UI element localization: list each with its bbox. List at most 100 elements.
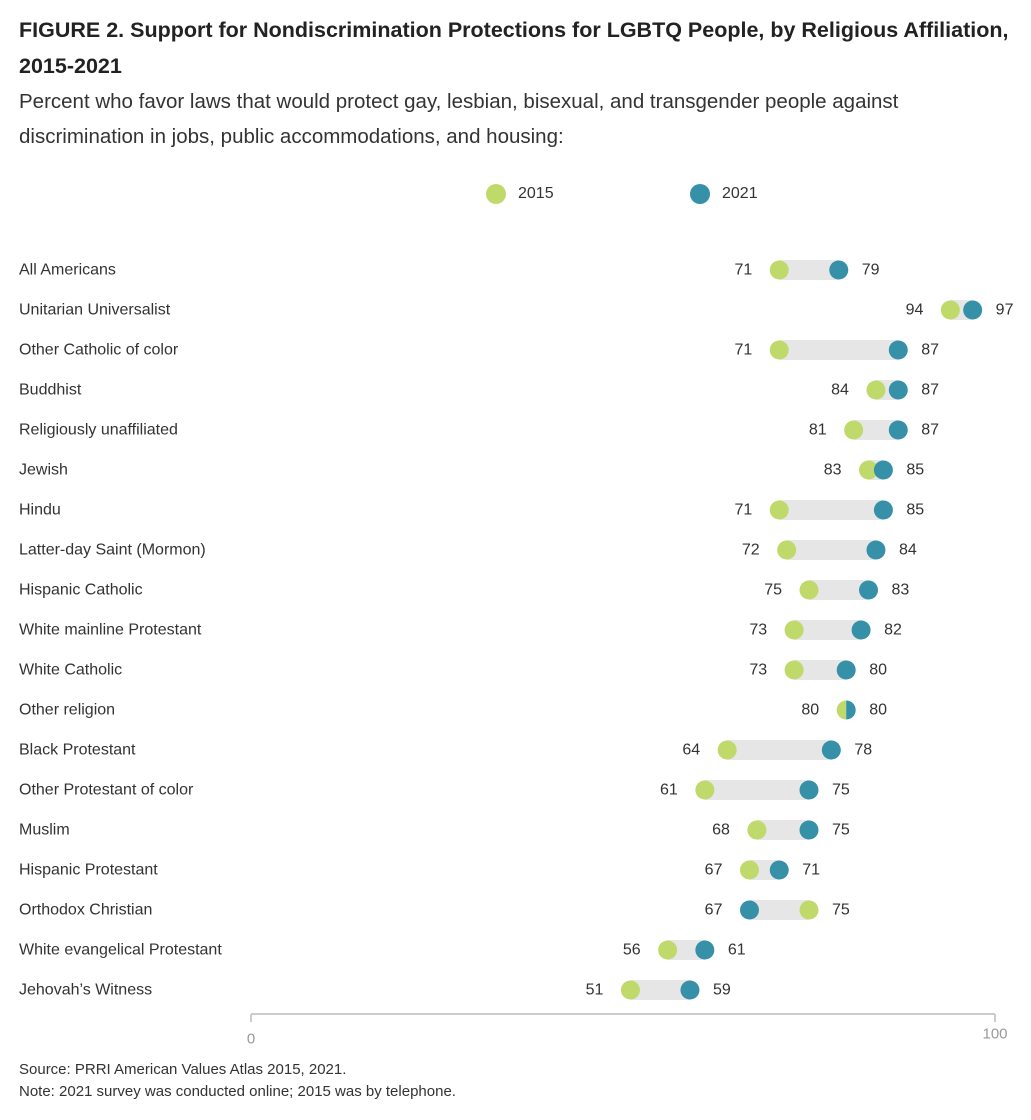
point-2015	[620, 980, 640, 1000]
point-2021	[873, 500, 893, 520]
point-2015	[799, 580, 819, 600]
range-bar	[809, 580, 869, 600]
value-label-low: 68	[712, 822, 730, 839]
value-label-high: 83	[892, 582, 910, 599]
category-label: Hispanic Catholic	[19, 582, 143, 599]
point-2021	[888, 420, 908, 440]
x-tick-label: 0	[247, 1031, 255, 1048]
category-label: Black Protestant	[19, 742, 136, 759]
category-label: Religiously unaffiliated	[19, 422, 178, 439]
point-2021	[851, 620, 871, 640]
value-label-high: 80	[869, 662, 887, 679]
point-2015	[777, 540, 797, 560]
value-label-low: 75	[764, 582, 782, 599]
value-label-low: 67	[705, 862, 723, 879]
point-2015	[940, 300, 960, 320]
value-label-high: 97	[996, 302, 1014, 319]
value-label-high: 75	[832, 782, 850, 799]
legend-dot-2015	[486, 184, 506, 204]
method-note: Note: 2021 survey was conducted online; …	[19, 1083, 456, 1100]
chart-title: FIGURE 2. Support for Nondiscrimination …	[19, 18, 1009, 78]
category-label: Other Catholic of color	[19, 342, 179, 359]
chart-subtitle: Percent who favor laws that would protec…	[19, 90, 899, 148]
point-2021	[866, 540, 886, 560]
category-label: All Americans	[19, 262, 116, 279]
point-2021	[821, 740, 841, 760]
point-2015	[769, 260, 789, 280]
point-2015	[658, 940, 678, 960]
value-label-low: 56	[623, 942, 641, 959]
point-2015	[769, 340, 789, 360]
range-bar	[779, 500, 884, 520]
point-2021	[769, 860, 789, 880]
legend-dot-2021	[690, 184, 710, 204]
value-label-high: 84	[899, 542, 917, 559]
range-bar	[756, 820, 809, 840]
value-label-low: 67	[705, 902, 723, 919]
range-bar	[853, 420, 899, 440]
point-2015	[784, 660, 804, 680]
category-label: White mainline Protestant	[19, 622, 202, 639]
category-label: Orthodox Christian	[19, 902, 152, 919]
x-tick-label: 100	[982, 1026, 1007, 1043]
value-label-high: 61	[728, 942, 746, 959]
value-label-high: 78	[854, 742, 872, 759]
range-bar	[704, 780, 809, 800]
category-label: Jewish	[19, 462, 68, 479]
category-label: Hindu	[19, 502, 61, 519]
point-2021	[859, 580, 879, 600]
range-bar	[794, 620, 862, 640]
category-label: Muslim	[19, 822, 70, 839]
legend-item-2021: 2021	[690, 183, 758, 205]
point-2021	[829, 260, 849, 280]
range-bar	[786, 540, 876, 560]
point-2015	[866, 380, 886, 400]
point-2021	[888, 340, 908, 360]
value-label-high: 82	[884, 622, 902, 639]
value-label-high: 71	[802, 862, 820, 879]
value-label-low: 81	[809, 422, 827, 439]
category-label: White evangelical Protestant	[19, 942, 222, 959]
category-label: Unitarian Universalist	[19, 302, 171, 319]
point-2021	[739, 900, 759, 920]
value-label-high: 79	[862, 262, 880, 279]
value-label-low: 71	[734, 262, 752, 279]
legend-label-2015: 2015	[518, 185, 554, 202]
value-label-low: 80	[801, 702, 819, 719]
value-label-low: 73	[749, 662, 767, 679]
range-bar	[794, 660, 847, 680]
point-2021	[963, 300, 983, 320]
point-2021	[836, 660, 856, 680]
value-label-low: 71	[734, 502, 752, 519]
range-bar	[749, 900, 809, 920]
value-label-low: 84	[831, 382, 849, 399]
range-bar	[667, 940, 705, 960]
value-label-low: 73	[749, 622, 767, 639]
value-label-low: 71	[734, 342, 752, 359]
source-note: Source: PRRI American Values Atlas 2015,…	[19, 1061, 347, 1078]
legend-item-2015: 2015	[486, 183, 554, 205]
category-label: Other religion	[19, 702, 115, 719]
value-label-low: 72	[742, 542, 760, 559]
point-2015	[695, 780, 715, 800]
value-label-high: 75	[832, 902, 850, 919]
value-label-low: 94	[906, 302, 924, 319]
category-label: Other Protestant of color	[19, 782, 194, 799]
point-2021	[888, 380, 908, 400]
point-2021	[846, 700, 856, 720]
category-label: Jehovah’s Witness	[19, 982, 152, 999]
point-2015	[836, 700, 847, 720]
value-label-low: 83	[824, 462, 842, 479]
point-2015	[799, 900, 819, 920]
point-2021	[799, 780, 819, 800]
range-bar	[727, 740, 832, 760]
point-2021	[799, 820, 819, 840]
value-label-high: 59	[713, 982, 731, 999]
point-2021	[873, 460, 893, 480]
value-label-low: 61	[660, 782, 678, 799]
point-2015	[717, 740, 737, 760]
point-2021	[680, 980, 700, 1000]
category-label: Hispanic Protestant	[19, 862, 158, 879]
point-2021	[695, 940, 715, 960]
